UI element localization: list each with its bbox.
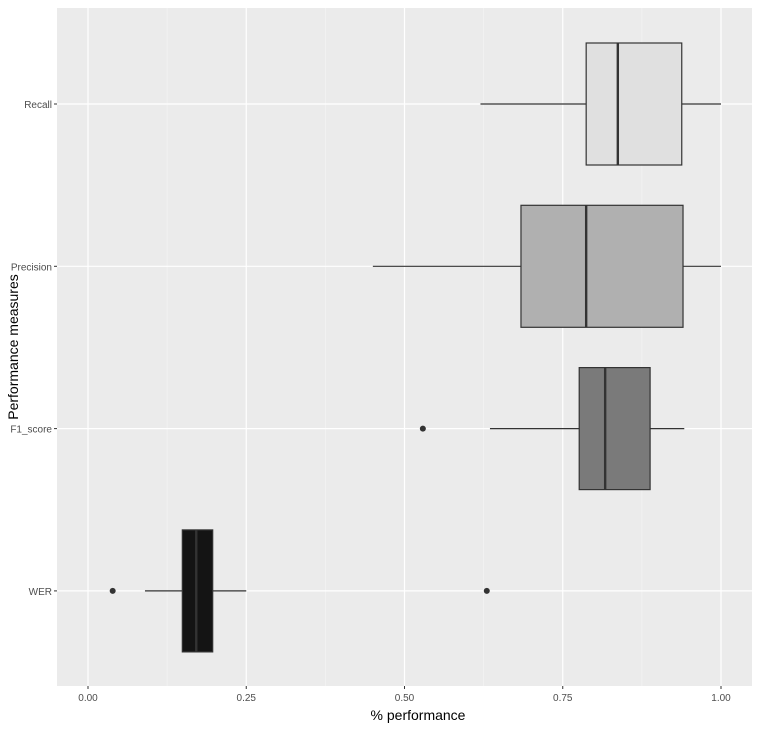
y-tick-label: WER <box>29 587 52 598</box>
box-precision <box>372 204 721 328</box>
box-wer <box>109 529 490 653</box>
x-axis-title: % performance <box>371 707 466 723</box>
x-tick-label: 0.00 <box>78 693 98 704</box>
y-tick-label: Recall <box>24 100 52 111</box>
iqr-box <box>585 42 683 166</box>
y-tick-label: Precision <box>11 262 52 273</box>
box-recall <box>480 42 721 166</box>
y-axis-title: Performance measures <box>5 274 21 420</box>
iqr-box <box>520 204 684 328</box>
iqr-box <box>181 529 214 653</box>
box-f1_score <box>419 367 685 491</box>
x-tick-label: 0.75 <box>553 693 573 704</box>
outlier-point <box>109 587 116 594</box>
x-tick-label: 1.00 <box>711 693 731 704</box>
x-tick-label: 0.50 <box>395 693 415 704</box>
y-tick-label: F1_score <box>10 425 52 436</box>
outlier-point <box>419 425 426 432</box>
outlier-point <box>483 587 490 594</box>
x-tick-label: 0.25 <box>237 693 257 704</box>
iqr-box <box>578 367 651 491</box>
